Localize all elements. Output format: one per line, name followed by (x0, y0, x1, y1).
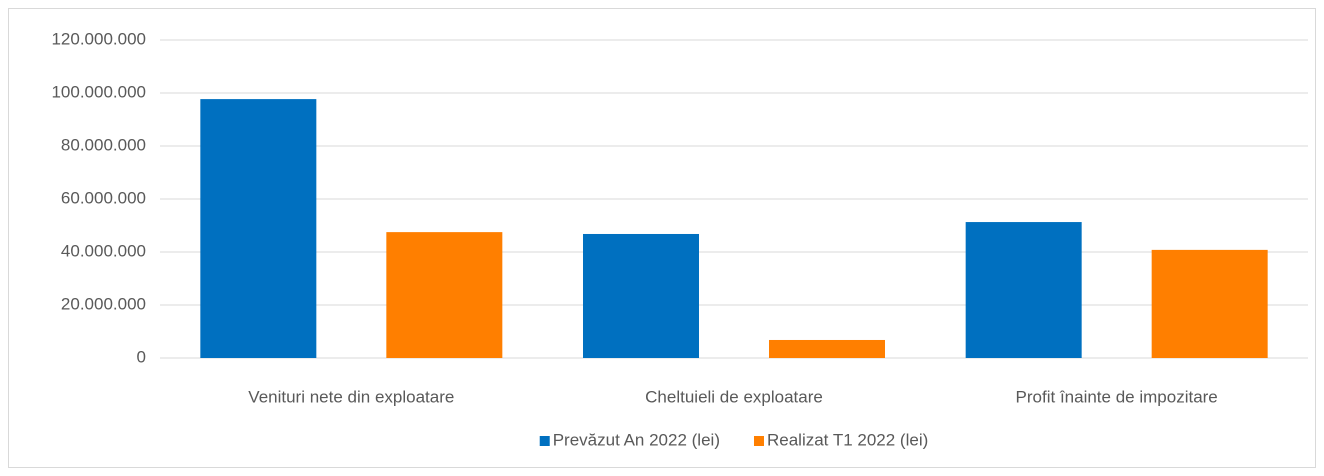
bar (965, 222, 1082, 358)
legend-label: Realizat T1 2022 (lei) (767, 430, 928, 449)
legend-label: Prevăzut An 2022 (lei) (553, 430, 720, 449)
legend-swatch (753, 436, 764, 446)
legend-swatch (539, 436, 550, 446)
y-tick-label: 60.000.000 (61, 188, 146, 207)
bar (583, 233, 699, 358)
x-tick-label: Cheltuieli de exploatare (645, 387, 823, 406)
y-tick-label: 80.000.000 (61, 135, 146, 154)
y-tick-label: 20.000.000 (61, 294, 146, 313)
y-tick-label: 100.000.000 (51, 82, 146, 101)
y-tick-label: 40.000.000 (61, 241, 146, 260)
bar (200, 99, 317, 358)
x-tick-label: Venituri nete din exploatare (248, 387, 454, 406)
bar (1151, 249, 1268, 358)
y-tick-label: 120.000.000 (51, 29, 146, 48)
bar (386, 232, 503, 358)
bar (769, 339, 885, 358)
y-tick-label: 0 (137, 347, 146, 366)
x-tick-label: Profit înainte de impozitare (1016, 387, 1218, 406)
